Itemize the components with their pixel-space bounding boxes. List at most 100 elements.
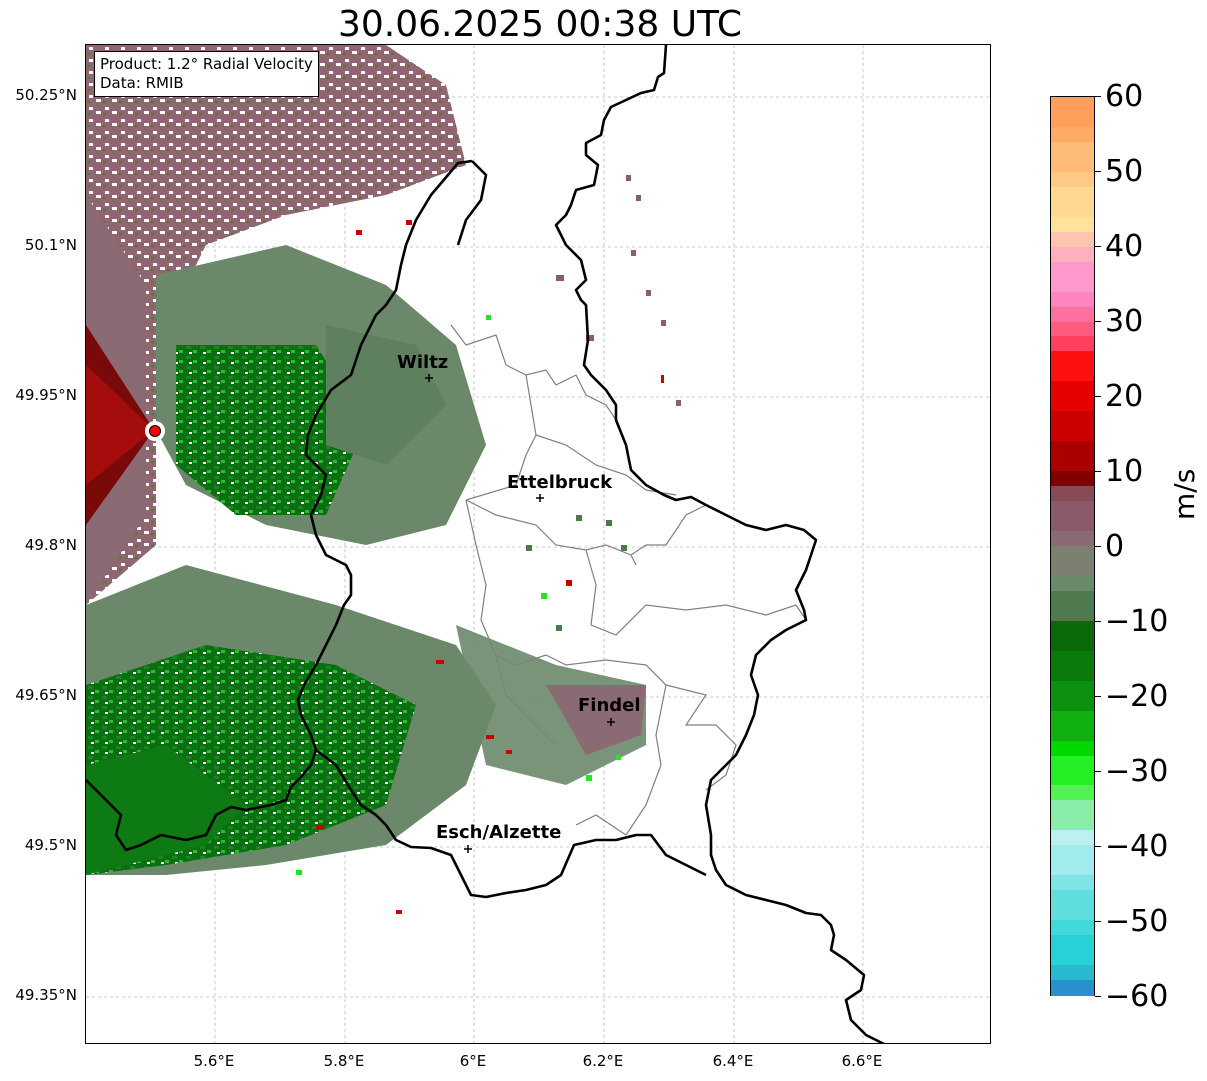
colorbar-tick-label: −10 [1105, 604, 1169, 639]
colorbar-segment [1051, 575, 1094, 592]
colorbar-segment [1051, 680, 1094, 697]
colorbar-tick-label: −30 [1105, 754, 1169, 789]
colorbar-segment [1051, 291, 1094, 308]
colorbar-segment [1051, 815, 1094, 831]
velocity-colorbar [1050, 96, 1095, 996]
colorbar-segment [1051, 665, 1094, 682]
colorbar-tick [1095, 696, 1101, 697]
lon-label: 5.6°E [193, 1052, 235, 1070]
colorbar-segment [1051, 890, 1094, 906]
colorbar-tick [1095, 396, 1101, 397]
velocity-echoes [86, 45, 681, 914]
colorbar-segment [1051, 201, 1094, 218]
colorbar-segment [1051, 785, 1094, 802]
colorbar-segment [1051, 560, 1094, 577]
lat-label: 50.25°N [15, 86, 77, 104]
lat-label: 49.65°N [15, 686, 77, 704]
colorbar-segment [1051, 650, 1094, 667]
colorbar-segment [1051, 830, 1094, 846]
city-label-ettelbruck: Ettelbruck [507, 472, 613, 493]
radar-site-marker [149, 425, 161, 437]
colorbar-segment [1051, 171, 1094, 188]
colorbar-segment [1051, 710, 1094, 727]
colorbar-segment [1051, 725, 1094, 742]
colorbar-segment [1051, 920, 1094, 936]
colorbar-segment [1051, 471, 1094, 487]
colorbar-tick-label: 10 [1105, 454, 1144, 489]
colorbar-segment [1051, 770, 1094, 787]
colorbar-segment [1051, 860, 1094, 876]
colorbar-tick-label: 20 [1105, 379, 1144, 414]
lat-label: 50.1°N [24, 236, 77, 254]
colorbar-segment [1051, 635, 1094, 652]
lon-label: 6.6°E [841, 1052, 883, 1070]
colorbar-segment [1051, 456, 1094, 472]
wiltz-marker [425, 374, 433, 382]
colorbar-tick [1095, 996, 1101, 997]
colorbar-segment [1051, 605, 1094, 622]
lat-label: 49.35°N [15, 986, 77, 1004]
map-canvas [86, 45, 990, 1043]
lon-label: 6.2°E [582, 1052, 624, 1070]
colorbar-tick [1095, 96, 1101, 97]
colorbar-segment [1051, 186, 1094, 203]
colorbar-segment [1051, 590, 1094, 607]
colorbar-tick [1095, 171, 1101, 172]
colorbar-segment [1051, 126, 1094, 143]
colorbar-tick [1095, 921, 1101, 922]
colorbar-segment [1051, 501, 1094, 517]
radar-map[interactable] [85, 44, 991, 1044]
colorbar-segment [1051, 845, 1094, 861]
colorbar-tick-label: −20 [1105, 679, 1169, 714]
city-label-findel: Findel [578, 695, 641, 716]
colorbar-tick-label: 30 [1105, 304, 1144, 339]
colorbar-tick [1095, 846, 1101, 847]
city-markers [425, 374, 615, 853]
lat-label: 49.8°N [24, 536, 77, 554]
colorbar-unit-label: m/s [1168, 468, 1201, 520]
national-borders [86, 45, 885, 1043]
colorbar-segment [1051, 800, 1094, 816]
colorbar-tick [1095, 246, 1101, 247]
colorbar-segment [1051, 950, 1094, 966]
colorbar-segment [1051, 111, 1094, 128]
colorbar-segment [1051, 905, 1094, 921]
colorbar-tick [1095, 321, 1101, 322]
colorbar-tick-label: 60 [1105, 79, 1144, 114]
colorbar-tick [1095, 621, 1101, 622]
colorbar-tick-label: −40 [1105, 829, 1169, 864]
city-label-wiltz: Wiltz [397, 352, 449, 373]
colorbar-segment [1051, 321, 1094, 338]
colorbar-tick-label: −50 [1105, 904, 1169, 939]
colorbar-segment [1051, 396, 1094, 412]
colorbar-tick-label: 50 [1105, 154, 1144, 189]
colorbar-segment [1051, 411, 1094, 427]
colorbar-segment [1051, 980, 1094, 996]
colorbar-segment [1051, 516, 1094, 532]
colorbar-segment [1051, 531, 1094, 547]
colorbar-segment [1051, 441, 1094, 457]
product-label: Product: 1.2° Radial Velocity [100, 55, 313, 73]
colorbar-segment [1051, 755, 1094, 772]
colorbar-segment [1051, 246, 1094, 263]
colorbar-segment [1051, 875, 1094, 891]
colorbar-segment [1051, 276, 1094, 293]
map-title: 30.06.2025 00:38 UTC [337, 4, 743, 45]
colorbar-segment [1051, 426, 1094, 442]
colorbar-segment [1051, 216, 1094, 233]
colorbar-tick-label: −60 [1105, 979, 1169, 1014]
city-label-esch-alzette: Esch/Alzette [436, 822, 562, 843]
canton-borders [450, 324, 807, 836]
colorbar-segment [1051, 695, 1094, 712]
lon-label: 6.4°E [712, 1052, 754, 1070]
colorbar-segment [1051, 141, 1094, 158]
lat-label: 49.95°N [15, 386, 77, 404]
colorbar-tick-label: 40 [1105, 229, 1144, 264]
colorbar-segment [1051, 261, 1094, 278]
ettelbruck-marker [536, 494, 544, 502]
colorbar-segment [1051, 965, 1094, 981]
esch-marker [464, 845, 472, 853]
colorbar-segment [1051, 306, 1094, 323]
colorbar-tick [1095, 546, 1101, 547]
lat-label: 49.5°N [24, 836, 77, 854]
